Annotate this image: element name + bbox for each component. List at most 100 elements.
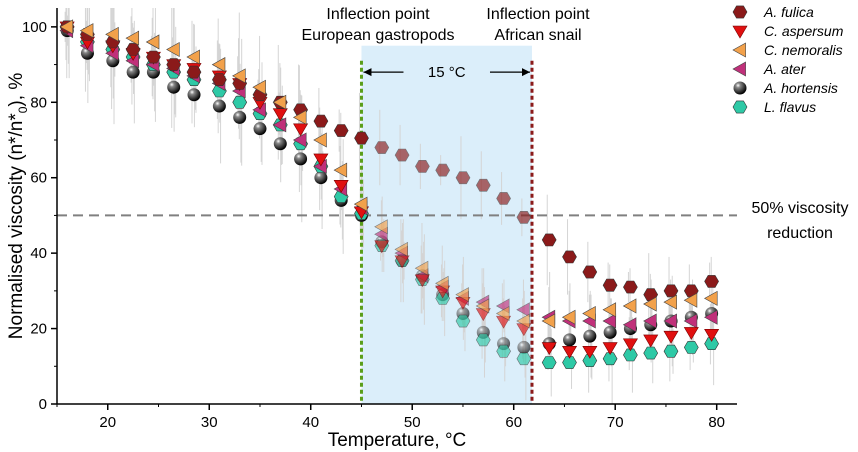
point-c-aspersum — [663, 330, 679, 344]
point-a-fulica — [541, 233, 557, 247]
point-c-aspersum — [562, 346, 578, 359]
point-c-nemoralis — [602, 302, 617, 318]
reference-label-2: reduction — [767, 225, 833, 242]
point-a-hortensis — [167, 80, 181, 94]
point-a-fulica — [212, 73, 227, 86]
point-l-flavus — [704, 337, 719, 350]
point-a-fulica — [333, 124, 349, 137]
point-c-nemoralis — [105, 26, 119, 42]
point-a-ater — [516, 302, 530, 318]
point-a-fulica — [415, 160, 430, 173]
point-a-ater — [683, 313, 698, 329]
point-a-ater — [663, 313, 677, 329]
point-a-hortensis — [126, 65, 140, 79]
y-tick-label: 20 — [30, 321, 47, 338]
legend-marker-a-hortensis — [733, 81, 747, 95]
legend-label-l-flavus: L. flavus — [764, 99, 816, 115]
y-tick-label: 80 — [30, 94, 47, 111]
point-a-fulica — [166, 58, 182, 71]
point-c-aspersum — [272, 108, 288, 122]
point-a-hortensis — [603, 325, 617, 339]
point-c-nemoralis — [643, 296, 657, 312]
point-a-fulica — [602, 278, 618, 292]
point-c-aspersum — [622, 338, 638, 352]
point-a-hortensis — [253, 122, 267, 136]
inflection-label-african-1: Inflection point — [486, 6, 590, 23]
point-c-nemoralis — [252, 79, 266, 95]
point-c-aspersum — [374, 240, 390, 254]
y-tick-label: 0 — [39, 396, 47, 413]
point-c-nemoralis — [211, 57, 226, 73]
point-c-nemoralis — [186, 49, 200, 65]
legend-label-a-fulica: A. fulica — [763, 4, 814, 20]
point-a-fulica — [475, 178, 491, 192]
point-c-nemoralis — [59, 19, 74, 35]
point-a-hortensis — [273, 137, 287, 151]
point-c-nemoralis — [79, 23, 94, 39]
point-a-fulica — [623, 280, 638, 294]
point-a-hortensis — [187, 88, 201, 102]
point-c-aspersum — [602, 342, 618, 356]
point-a-fulica — [455, 171, 471, 185]
point-c-nemoralis — [582, 305, 596, 321]
point-a-fulica — [125, 43, 141, 56]
point-a-fulica — [186, 65, 202, 79]
point-a-fulica — [435, 163, 451, 177]
point-c-nemoralis — [704, 290, 718, 306]
point-c-nemoralis — [272, 94, 287, 110]
point-c-nemoralis — [292, 109, 307, 125]
point-l-flavus — [623, 348, 638, 362]
point-l-flavus — [496, 344, 511, 358]
point-c-nemoralis — [455, 287, 469, 303]
point-l-flavus — [562, 356, 577, 369]
point-c-nemoralis — [313, 132, 327, 148]
legend-marker-l-flavus — [732, 100, 748, 114]
legend-label-c-nemoralis: C. nemoralis — [764, 42, 843, 58]
point-c-nemoralis — [622, 298, 637, 314]
point-c-aspersum — [313, 153, 329, 167]
point-c-aspersum — [643, 334, 659, 348]
point-l-flavus — [643, 346, 659, 360]
point-a-ater — [643, 313, 657, 329]
inflection-label-european-1: Inflection point — [326, 6, 430, 23]
span-label: 15 °C — [428, 64, 466, 81]
point-a-hortensis — [517, 340, 531, 354]
x-axis-label: Temperature, °C — [328, 430, 467, 451]
point-l-flavus — [455, 314, 471, 328]
x-tick-label: 30 — [201, 414, 218, 431]
point-l-flavus — [475, 333, 491, 347]
x-tick-label: 60 — [505, 414, 522, 431]
point-c-nemoralis — [353, 196, 368, 212]
point-c-aspersum — [582, 346, 598, 359]
point-c-nemoralis — [475, 298, 490, 314]
y-axis-label: Normalised viscosity (n*/n*0), % — [6, 73, 30, 340]
point-c-nemoralis — [683, 292, 698, 308]
point-a-ater — [622, 317, 637, 333]
point-l-flavus — [602, 352, 618, 366]
point-c-aspersum — [293, 123, 309, 137]
point-a-fulica — [146, 50, 161, 64]
point-a-ater — [272, 117, 287, 133]
point-l-flavus — [582, 354, 598, 367]
legend-marker-c-nemoralis — [732, 42, 746, 58]
point-a-fulica — [562, 250, 577, 264]
point-c-nemoralis — [495, 305, 510, 321]
point-a-fulica — [516, 211, 532, 224]
point-a-hortensis — [233, 110, 247, 124]
point-c-aspersum — [541, 342, 557, 356]
point-c-nemoralis — [374, 219, 388, 235]
point-c-nemoralis — [394, 241, 408, 257]
point-a-fulica — [354, 131, 369, 145]
point-c-nemoralis — [516, 313, 530, 329]
point-l-flavus — [516, 352, 532, 366]
point-l-flavus — [541, 356, 557, 369]
legend-marker-a-fulica — [732, 5, 748, 19]
y-tick-label: 40 — [30, 245, 47, 262]
point-c-aspersum — [683, 327, 699, 340]
x-tick-label: 20 — [99, 414, 116, 431]
point-a-hortensis — [314, 171, 328, 185]
point-c-aspersum — [704, 329, 720, 342]
point-a-ater — [292, 132, 307, 148]
point-c-nemoralis — [541, 313, 556, 329]
